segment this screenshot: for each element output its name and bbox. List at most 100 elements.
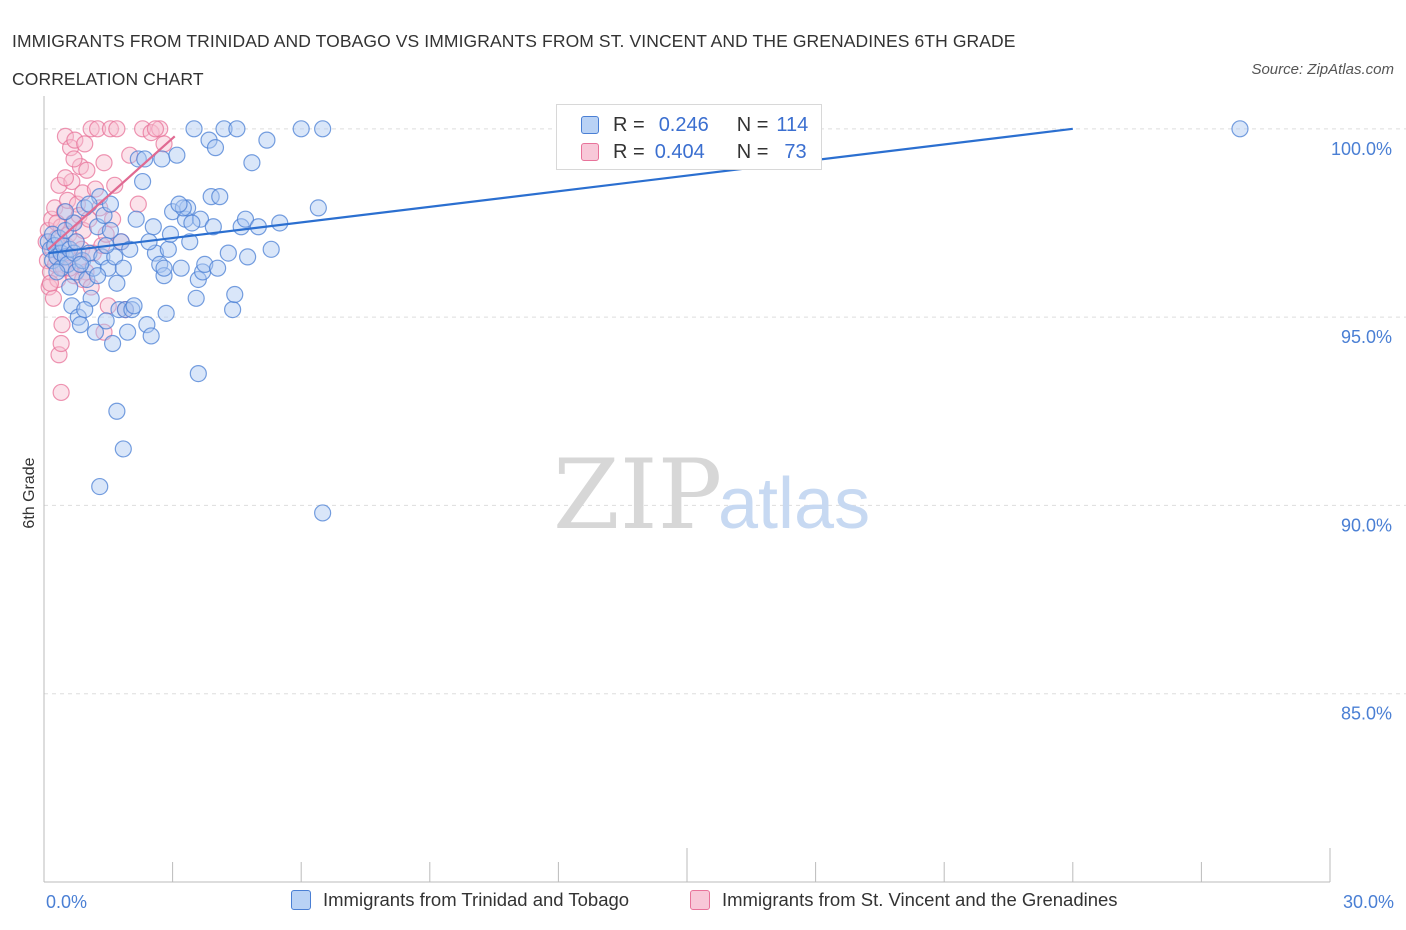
- point-trinidad: [228, 120, 246, 138]
- point-trinidad: [226, 285, 244, 304]
- x-tick-label-max: 30.0%: [1343, 892, 1394, 912]
- point-trinidad: [80, 195, 98, 213]
- point-trinidad: [183, 214, 201, 232]
- point-stvincent: [78, 161, 96, 179]
- bottom-legend-swatch-blue: [291, 890, 311, 910]
- point-trinidad: [189, 365, 207, 383]
- point-trinidad: [155, 259, 173, 277]
- point-trinidad: [101, 195, 120, 213]
- point-trinidad: [185, 120, 203, 138]
- point-trinidad: [65, 214, 83, 232]
- point-trinidad: [106, 248, 124, 266]
- watermark-atlas: atlas: [718, 464, 870, 544]
- point-trinidad: [314, 504, 332, 522]
- legend-r-value-2: 0.404: [654, 140, 705, 163]
- point-trinidad: [172, 259, 190, 277]
- point-trinidad: [258, 131, 276, 149]
- watermark-zip: ZIP: [553, 439, 722, 551]
- point-trinidad: [209, 259, 227, 277]
- point-trinidad: [157, 304, 175, 322]
- point-trinidad: [67, 233, 85, 251]
- y-tick-label: 90.0%: [1341, 515, 1392, 535]
- tick-labels: 85.0% 90.0% 95.0% 100.0% 0.0% 30.0%: [46, 139, 1394, 912]
- point-trinidad: [314, 120, 332, 138]
- point-trinidad: [206, 139, 225, 157]
- legend-n-label: N =: [736, 140, 769, 163]
- point-trinidad: [108, 274, 126, 292]
- point-stvincent: [99, 297, 117, 315]
- point-stvincent: [38, 252, 57, 270]
- point-trinidad: [108, 402, 126, 420]
- trend-lines: [47, 127, 1073, 255]
- legend-n-value-2: 73: [784, 140, 807, 163]
- point-trinidad: [187, 289, 205, 307]
- point-stvincent: [106, 176, 124, 194]
- point-stvincent: [46, 199, 64, 217]
- point-stvincent: [76, 135, 94, 153]
- point-trinidad: [196, 255, 214, 273]
- stats-legend: R = 0.246 N = 114 R = 0.404 N = 73: [556, 104, 822, 170]
- point-trinidad: [204, 218, 222, 236]
- point-trinidad: [224, 300, 242, 319]
- bottom-legend-item-trinidad[interactable]: Immigrants from Trinidad and Tobago: [291, 889, 629, 911]
- point-trinidad: [170, 195, 188, 213]
- x-tick-label-min: 0.0%: [46, 892, 87, 912]
- point-trinidad: [121, 240, 139, 258]
- point-trinidad: [114, 259, 132, 277]
- point-trinidad: [118, 323, 137, 341]
- bottom-legend-label-1: Immigrants from Trinidad and Tobago: [323, 889, 630, 910]
- legend-row-trinidad: R = 0.246 N = 114: [581, 112, 808, 138]
- point-stvincent: [95, 154, 113, 172]
- point-stvincent: [52, 334, 70, 353]
- point-trinidad: [262, 240, 280, 258]
- trend-line-stvincent: [47, 135, 176, 251]
- point-trinidad: [91, 477, 109, 496]
- point-trinidad: [97, 312, 115, 330]
- watermark: ZIP atlas: [553, 439, 870, 551]
- bottom-legend-item-stvincent[interactable]: Immigrants from St. Vincent and the Gren…: [690, 889, 1118, 911]
- axes: [43, 96, 1331, 883]
- point-stvincent: [133, 120, 152, 138]
- point-stvincent: [53, 316, 71, 334]
- point-trinidad: [76, 300, 94, 319]
- point-trinidad: [243, 154, 261, 172]
- chart-title: IMMIGRANTS FROM TRINIDAD AND TOBAGO VS I…: [12, 31, 1016, 89]
- point-trinidad: [116, 300, 135, 319]
- y-tick-label: 95.0%: [1341, 327, 1392, 347]
- point-stvincent: [56, 127, 75, 145]
- point-trinidad: [309, 199, 327, 217]
- point-trinidad: [88, 267, 107, 285]
- point-stvincent: [101, 120, 120, 138]
- point-stvincent: [155, 135, 173, 153]
- point-trinidad: [127, 210, 145, 228]
- point-trinidad: [191, 210, 210, 228]
- point-trinidad: [125, 297, 143, 315]
- point-trinidad: [239, 248, 257, 266]
- point-stvincent: [65, 150, 83, 168]
- point-stvincent: [82, 120, 100, 138]
- point-stvincent: [56, 169, 75, 187]
- point-trinidad: [292, 120, 310, 138]
- point-stvincent: [108, 120, 126, 138]
- point-trinidad: [103, 334, 122, 353]
- legend-r-label: R =: [613, 113, 645, 136]
- point-trinidad: [114, 440, 132, 458]
- y-tick-label: 100.0%: [1331, 139, 1392, 159]
- point-trinidad: [56, 203, 75, 221]
- point-stvincent: [146, 120, 165, 138]
- legend-row-stvincent: R = 0.404 N = 73: [581, 139, 807, 165]
- point-trinidad: [271, 214, 289, 232]
- trend-line-trinidad: [48, 127, 1073, 255]
- point-trinidad: [86, 323, 105, 341]
- point-trinidad: [211, 188, 229, 206]
- point-trinidad: [1231, 120, 1249, 138]
- legend-r-label: R =: [613, 140, 645, 163]
- legend-swatch-blue: [581, 116, 599, 134]
- legend-n-label: N =: [736, 113, 769, 136]
- point-trinidad: [71, 255, 90, 273]
- bottom-legend-swatch-pink: [690, 890, 710, 910]
- y-axis-title: 6th Grade: [21, 457, 38, 528]
- y-tick-label: 85.0%: [1341, 704, 1392, 724]
- point-stvincent: [88, 120, 107, 138]
- point-trinidad: [159, 240, 177, 258]
